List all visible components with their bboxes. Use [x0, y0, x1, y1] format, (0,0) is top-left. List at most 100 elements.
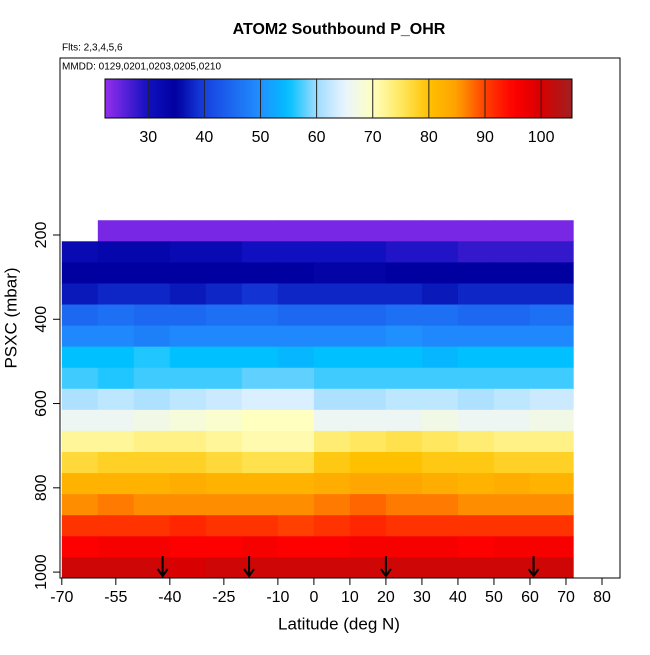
- heat-cell: [385, 283, 423, 306]
- heat-cell: [349, 515, 387, 537]
- heat-cell: [385, 304, 423, 327]
- heat-cell: [205, 325, 243, 348]
- heat-cell: [421, 241, 459, 263]
- heat-cell: [277, 262, 315, 284]
- heat-cell: [529, 494, 574, 516]
- heat-cell: [169, 557, 207, 579]
- heat-cell: [277, 473, 315, 495]
- heat-cell: [313, 430, 351, 453]
- heat-cell: [421, 262, 459, 284]
- heat-cell: [385, 536, 423, 558]
- heat-cell: [493, 452, 531, 474]
- heat-cell: [313, 241, 351, 263]
- heat-cell: [529, 241, 574, 263]
- heat-cell: [457, 262, 495, 284]
- x-tick-label: -70: [50, 589, 73, 606]
- heat-cell: [277, 346, 315, 369]
- heat-cell: [529, 536, 574, 558]
- heat-cell: [349, 388, 387, 411]
- heat-cell: [61, 346, 99, 369]
- heat-cell: [97, 262, 135, 284]
- heat-cell: [457, 473, 495, 495]
- heat-cell: [241, 557, 279, 579]
- colorbar-tick-label: 40: [195, 129, 213, 146]
- x-tick-label: -40: [158, 589, 181, 606]
- heat-cell: [133, 536, 171, 558]
- heat-cell: [421, 473, 459, 495]
- heat-cell: [133, 430, 171, 453]
- heat-cell: [529, 452, 574, 474]
- heat-cell: [493, 304, 531, 327]
- heat-cell: [277, 430, 315, 453]
- heat-cell: [61, 388, 99, 411]
- heat-cell: [529, 473, 574, 495]
- heat-cell: [349, 409, 387, 432]
- heat-cell: [97, 304, 135, 327]
- heat-cell: [349, 430, 387, 453]
- heat-cell: [385, 452, 423, 474]
- heat-cell: [385, 241, 423, 263]
- heat-cell: [277, 220, 315, 242]
- heat-cell: [421, 325, 459, 348]
- arrow: [156, 556, 169, 578]
- heat-cell: [61, 241, 99, 263]
- heat-cell: [493, 536, 531, 558]
- heat-cell: [133, 473, 171, 495]
- heat-cell: [493, 409, 531, 432]
- heat-cell: [205, 220, 243, 242]
- x-tick-label: 0: [309, 589, 318, 606]
- heat-cell: [133, 283, 171, 306]
- heat-cell: [313, 367, 351, 390]
- x-tick-label: -25: [212, 589, 235, 606]
- heat-cell: [385, 494, 423, 516]
- heat-cell: [61, 262, 99, 284]
- heat-cell: [205, 346, 243, 369]
- heat-cell: [313, 473, 351, 495]
- heat-cell: [205, 494, 243, 516]
- heat-cell: [133, 388, 171, 411]
- heat-cell: [529, 515, 574, 537]
- heat-cell: [61, 473, 99, 495]
- heat-cell: [457, 325, 495, 348]
- heat-cell: [97, 515, 135, 537]
- heat-cell: [529, 262, 574, 284]
- heat-cell: [493, 494, 531, 516]
- heat-cell: [169, 367, 207, 390]
- heat-cell: [133, 452, 171, 474]
- heat-cell: [493, 346, 531, 369]
- heat-cell: [457, 452, 495, 474]
- heat-cell: [457, 220, 495, 242]
- heat-cell: [205, 515, 243, 537]
- heat-cell: [169, 515, 207, 537]
- heat-cell: [205, 452, 243, 474]
- heat-cell: [493, 241, 531, 263]
- heat-cell: [97, 388, 135, 411]
- heat-cell: [529, 325, 574, 348]
- heat-cell: [457, 346, 495, 369]
- heat-cell: [457, 283, 495, 306]
- colorbar-tick-label: 60: [308, 129, 326, 146]
- heat-cell: [421, 536, 459, 558]
- arrow: [527, 556, 540, 578]
- heat-cell: [529, 367, 574, 390]
- heat-cell: [421, 409, 459, 432]
- plot-frame: [59, 57, 621, 579]
- heat-cell: [349, 346, 387, 369]
- heat-cell: [385, 388, 423, 411]
- colorbar: [104, 78, 573, 119]
- heat-cell: [385, 473, 423, 495]
- heat-cell: [97, 557, 135, 579]
- heat-cell: [385, 346, 423, 369]
- heat-cell: [493, 388, 531, 411]
- heat-cell: [169, 388, 207, 411]
- heat-cell: [313, 262, 351, 284]
- heat-cell: [133, 262, 171, 284]
- heat-cell: [241, 452, 279, 474]
- heat-cell: [421, 388, 459, 411]
- heat-cell: [61, 367, 99, 390]
- heat-cell: [421, 367, 459, 390]
- heat-cell: [349, 262, 387, 284]
- heat-cell: [457, 515, 495, 537]
- heat-cell: [205, 262, 243, 284]
- heat-cell: [97, 452, 135, 474]
